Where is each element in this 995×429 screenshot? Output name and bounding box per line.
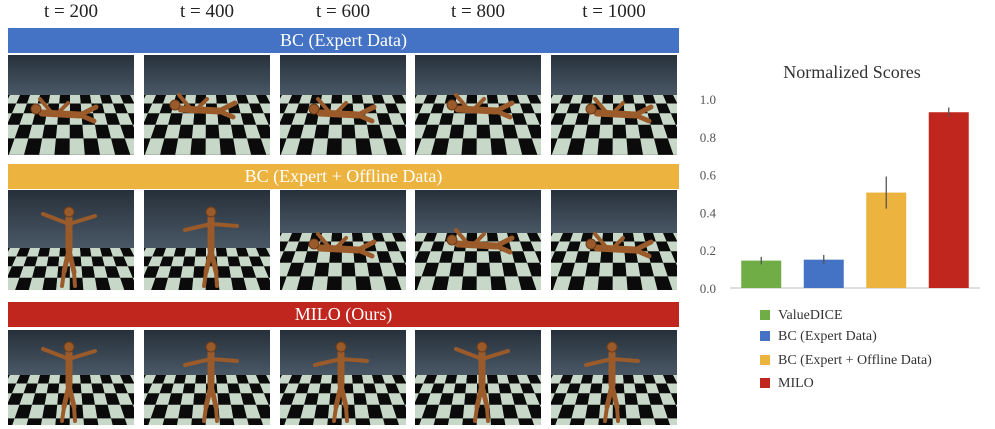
y-tick-label: 0.0	[700, 281, 716, 296]
humanoid-figure	[415, 55, 541, 155]
column-label-2: t = 400	[144, 0, 270, 24]
legend-swatch	[760, 378, 770, 388]
bar-1	[741, 261, 781, 288]
legend-item-1: ValueDICE	[760, 306, 843, 326]
rollout-frame	[144, 330, 270, 425]
legend-item-3: BC (Expert + Offline Data)	[760, 351, 932, 371]
legend-label: BC (Expert + Offline Data)	[778, 353, 932, 368]
normalized-scores-chart: Normalized Scores 0.0 0.2 0.4 0.6 0.8 1.0	[690, 55, 990, 300]
column-label-1: t = 200	[8, 0, 134, 24]
rollout-frame	[280, 330, 406, 425]
humanoid-figure	[551, 330, 677, 425]
humanoid-figure	[415, 330, 541, 425]
legend-label: ValueDICE	[778, 308, 843, 323]
humanoid-figure	[144, 55, 270, 155]
humanoid-figure	[8, 190, 134, 290]
rollout-frame	[551, 190, 677, 290]
y-tick-label: 0.4	[700, 205, 717, 220]
rollout-frame	[8, 330, 134, 425]
humanoid-figure	[144, 330, 270, 425]
humanoid-figure	[551, 190, 677, 290]
rollout-frame	[280, 55, 406, 155]
row-banner-3: MILO (Ours)	[8, 302, 679, 327]
humanoid-figure	[415, 190, 541, 290]
humanoid-figure	[8, 330, 134, 425]
rollout-frame	[144, 55, 270, 155]
column-label-4: t = 800	[415, 0, 541, 24]
y-tick-label: 0.8	[700, 130, 716, 145]
column-label-5: t = 1000	[551, 0, 677, 24]
rollout-frame	[144, 190, 270, 290]
rollout-frame	[8, 55, 134, 155]
legend-swatch	[760, 331, 770, 341]
rollout-frame	[280, 190, 406, 290]
row-banner-2: BC (Expert + Offline Data)	[8, 164, 679, 189]
humanoid-figure	[551, 55, 677, 155]
legend-swatch	[760, 355, 770, 365]
bar-4	[929, 112, 969, 288]
chart-title: Normalized Scores	[783, 62, 920, 82]
humanoid-figure	[280, 330, 406, 425]
legend-item-4: MILO	[760, 374, 814, 394]
rollout-frame	[415, 190, 541, 290]
rollout-frame	[551, 330, 677, 425]
column-label-3: t = 600	[280, 0, 406, 24]
humanoid-figure	[280, 190, 406, 290]
humanoid-figure	[8, 55, 134, 155]
rollout-frame	[415, 55, 541, 155]
legend-label: MILO	[778, 376, 814, 391]
humanoid-figure	[280, 55, 406, 155]
rollout-frame	[415, 330, 541, 425]
rollout-frame	[551, 55, 677, 155]
row-banner-1: BC (Expert Data)	[8, 28, 679, 53]
rollout-frame	[8, 190, 134, 290]
y-tick-label: 0.2	[700, 243, 716, 258]
legend-label: BC (Expert Data)	[778, 329, 877, 344]
y-tick-label: 0.6	[700, 168, 717, 183]
humanoid-figure	[144, 190, 270, 290]
y-tick-label: 1.0	[700, 92, 716, 107]
legend-swatch	[760, 310, 770, 320]
legend-item-2: BC (Expert Data)	[760, 327, 877, 347]
